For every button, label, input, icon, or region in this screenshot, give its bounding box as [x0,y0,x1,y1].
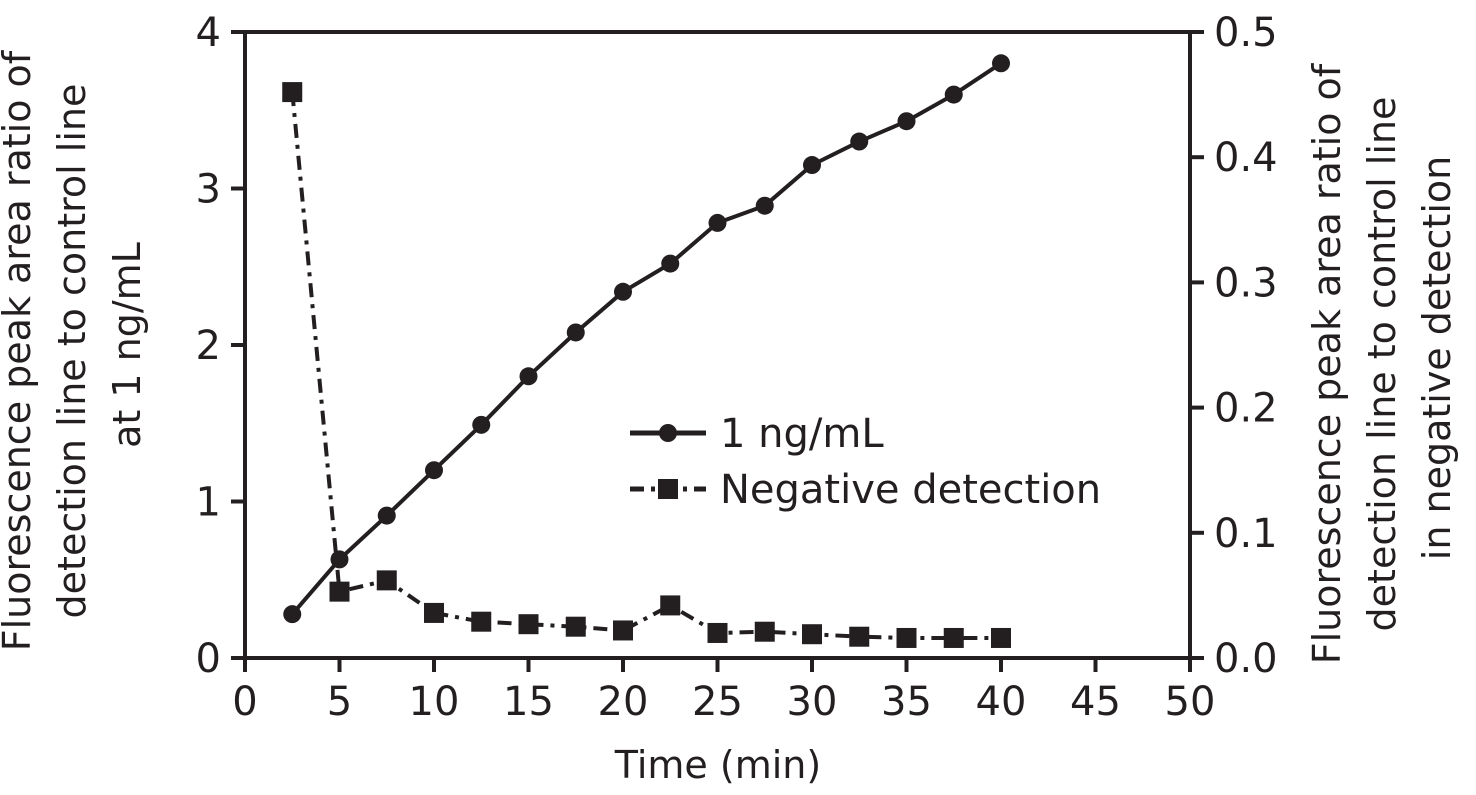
series-1ngml [283,54,1010,624]
x-tick-label: 45 [1070,679,1121,725]
right-y-axis-title-line-2: detection line to control line [1360,97,1404,632]
x-tick-label: 25 [692,679,743,725]
data-point-square [707,622,728,643]
data-point-square [943,627,964,648]
data-point-circle [661,254,680,273]
data-point-circle [283,605,302,624]
data-point-circle [708,213,727,232]
x-axis-ticks: 0 5 10 15 20 25 30 35 40 45 50 [232,658,1215,725]
data-point-square [471,611,492,632]
left-y-tick-label: 2 [196,323,221,369]
left-y-axis-ticks: 0 1 2 3 4 [196,10,245,682]
right-y-axis-ticks: 0.0 0.1 0.2 0.3 0.4 0.5 [1190,10,1278,682]
left-y-axis-title: Fluorescence peak area ratio of detectio… [0,39,149,652]
data-point-square [991,627,1011,648]
data-point-square [613,620,633,641]
x-tick-label: 35 [881,679,932,725]
x-tick-label: 0 [232,679,257,725]
legend-label-1ngml: 1 ng/mL [720,411,884,457]
data-point-square [754,621,775,642]
data-point-square [329,581,350,602]
data-point-square [282,82,303,103]
right-y-tick-label: 0.3 [1214,260,1278,306]
data-point-circle [992,54,1010,73]
left-y-axis-title-line-2: detection line to control line [50,84,94,619]
series-layer [282,54,1011,648]
legend-item-negative: Negative detection [630,467,1101,513]
left-y-tick-label: 4 [196,10,221,56]
left-y-tick-label: 3 [196,167,221,213]
legend-item-1ngml: 1 ng/mL [630,411,884,457]
x-tick-label: 20 [598,679,649,725]
plot-frame [243,30,1192,660]
plot-area-border [243,30,1192,660]
data-point-circle [897,112,916,131]
right-y-tick-label: 0.1 [1214,511,1278,557]
data-point-square [896,627,917,648]
x-tick-label: 40 [976,679,1027,725]
x-tick-label: 5 [327,679,352,725]
data-point-square [518,614,539,635]
right-y-tick-label: 0.5 [1214,10,1278,56]
left-y-tick-label: 0 [196,636,221,682]
data-point-square [802,624,822,645]
data-point-square [849,626,870,647]
data-point-circle [519,367,538,386]
data-point-square [660,595,681,616]
x-tick-label: 50 [1165,679,1216,725]
x-axis-title: Time (min) [614,743,821,787]
data-point-circle [803,156,821,175]
left-y-tick-label: 1 [196,480,221,526]
x-tick-label: 30 [787,679,838,725]
series-line [290,61,1003,616]
left-y-axis-title-line-3: at 1 ng/mL [105,242,149,448]
right-y-axis-title-line-3: in negative detection [1415,156,1459,560]
legend-label-negative: Negative detection [720,467,1101,513]
legend-circle-marker [659,424,677,442]
data-point-square [565,616,586,637]
x-tick-label: 15 [503,679,554,725]
right-y-tick-label: 0.2 [1214,386,1278,432]
data-point-square [424,602,444,623]
series-negative-detection [282,82,1011,648]
x-tick-label: 10 [409,679,460,725]
data-point-circle [377,506,396,525]
data-point-square [376,570,397,591]
data-point-circle [566,323,585,342]
right-y-axis-title: Fluorescence peak area ratio of detectio… [1305,52,1459,665]
data-point-circle [425,461,443,480]
right-y-tick-label: 0.4 [1214,135,1278,181]
left-y-axis-title-line-1: Fluorescence peak area ratio of [0,49,39,651]
data-point-circle [850,132,869,151]
right-y-axis-title-line-1: Fluorescence peak area ratio of [1305,62,1349,664]
data-point-circle [330,550,349,569]
series-line [290,91,1001,640]
data-point-circle [614,282,632,301]
legend: 1 ng/mL Negative detection [630,411,1101,513]
data-point-circle [755,196,774,215]
data-point-circle [472,415,491,434]
data-point-circle [944,85,963,104]
right-y-tick-label: 0.0 [1214,636,1278,682]
legend-square-marker [658,479,678,499]
